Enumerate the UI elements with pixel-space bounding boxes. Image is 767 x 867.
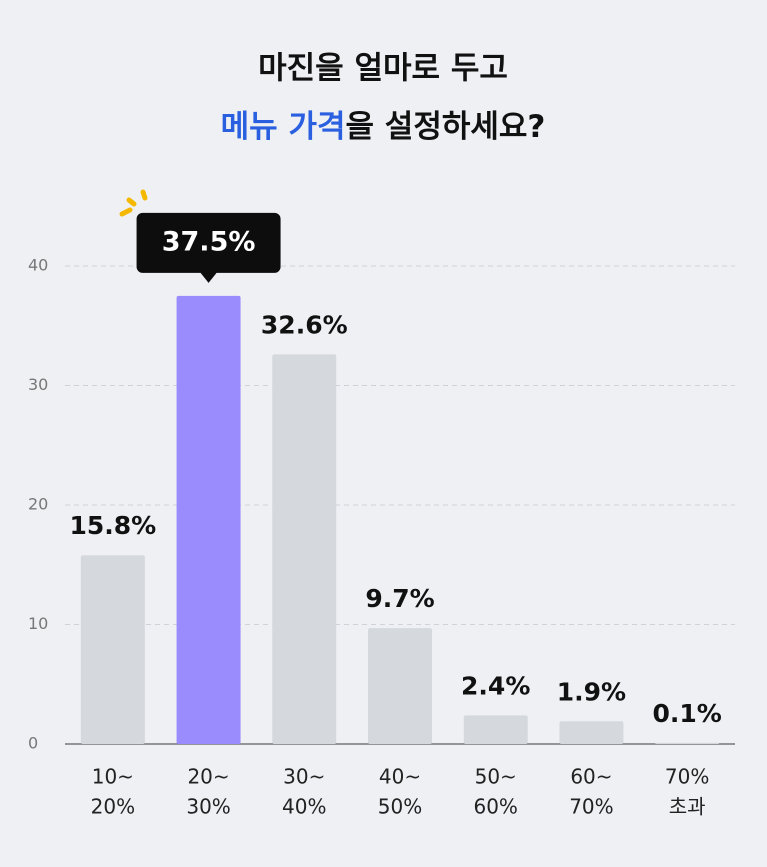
x-tick-label: 60~: [570, 765, 612, 789]
x-tick-label: 30~: [283, 765, 325, 789]
y-tick-label: 10: [28, 614, 48, 633]
x-tick-label: 10~: [92, 765, 134, 789]
chart-title: 마진을 얼마로 두고: [258, 51, 508, 87]
callout: [136, 212, 281, 283]
title-highlight: 메뉴 가격: [221, 109, 346, 145]
x-tick-label: 70%: [569, 795, 613, 819]
x-tick-label: 30%: [186, 795, 230, 819]
sparkle: [119, 189, 148, 217]
x-tick-label: 60%: [473, 795, 517, 819]
x-tick-label: 초과: [669, 795, 706, 819]
value-label: 1.9%: [557, 677, 626, 706]
chart-subtitle: 메뉴 가격을 설정하세요?: [221, 109, 546, 145]
title-rest: 을 설정하세요?: [345, 109, 545, 145]
bar: [463, 715, 528, 744]
y-tick-label: 30: [28, 375, 48, 394]
bar: [559, 721, 624, 744]
bar: [80, 555, 145, 744]
x-tick-label: 40~: [379, 765, 421, 789]
x-tick-label: 20%: [91, 795, 135, 819]
bar: [368, 628, 432, 744]
x-tick-label: 40%: [282, 795, 326, 819]
y-tick-label: 20: [28, 495, 48, 514]
bar: [176, 295, 241, 744]
x-tick-label: 50~: [475, 765, 517, 789]
value-label: 0.1%: [652, 699, 721, 728]
y-tick-label: 0: [28, 734, 38, 753]
x-tick-label: 20~: [187, 765, 229, 789]
value-label: 9.7%: [365, 584, 434, 613]
value-label: 32.6%: [261, 310, 348, 339]
bar: [272, 354, 337, 744]
x-tick-label: 70%: [665, 765, 709, 789]
y-tick-label: 40: [28, 256, 48, 275]
value-label: 37.5%: [162, 226, 256, 257]
value-label: 2.4%: [461, 671, 530, 700]
x-tick-label: 50%: [378, 795, 422, 819]
value-label: 15.8%: [69, 511, 156, 540]
bar: [655, 742, 720, 744]
